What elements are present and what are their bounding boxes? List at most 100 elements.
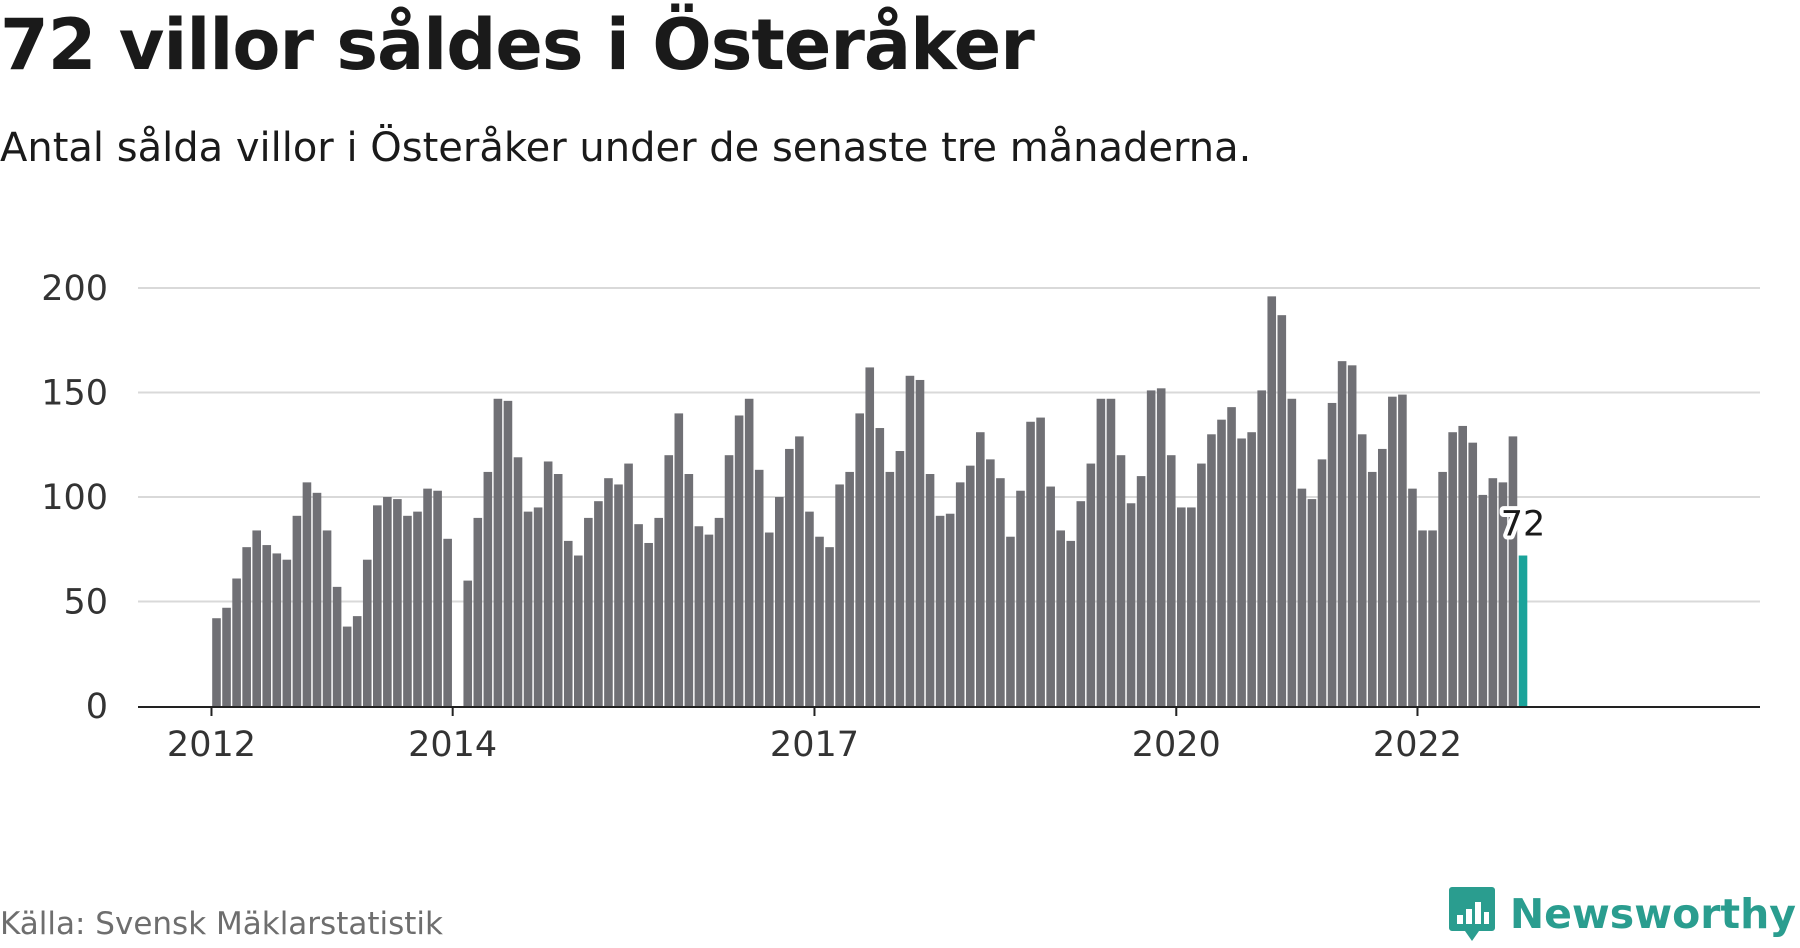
- bar: [563, 540, 573, 706]
- bar: [584, 517, 593, 706]
- bar: [1347, 365, 1357, 706]
- bar: [644, 542, 653, 706]
- bar: [1428, 530, 1437, 706]
- bar: [1448, 432, 1457, 706]
- bar: [775, 497, 784, 706]
- bar: [242, 547, 251, 706]
- brand-name: Newsworthy: [1509, 890, 1796, 938]
- bar: [996, 478, 1005, 706]
- bar: [1096, 398, 1106, 706]
- bar: [714, 517, 724, 706]
- bar: [1207, 434, 1216, 706]
- bar: [976, 432, 985, 706]
- bar: [232, 578, 241, 706]
- axes: [138, 706, 1760, 716]
- bar: [1478, 494, 1488, 706]
- bar: [222, 607, 231, 706]
- y-tick-label: 150: [41, 374, 108, 414]
- bar: [1337, 361, 1347, 706]
- bar: [302, 482, 312, 706]
- bar: [694, 526, 704, 706]
- bar: [1438, 471, 1447, 706]
- bar: [403, 515, 412, 706]
- bar: [1398, 394, 1407, 706]
- x-tick-label: 2022: [1373, 725, 1462, 765]
- bar: [1046, 486, 1055, 706]
- bar: [885, 471, 895, 706]
- x-tick-label: 2017: [770, 725, 859, 765]
- bar: [664, 455, 674, 706]
- bar: [252, 530, 261, 706]
- bar: [393, 499, 402, 706]
- bar: [1126, 503, 1136, 706]
- chart-title: 72 villor såldes i Österåker: [0, 4, 1035, 86]
- bar: [362, 559, 372, 706]
- bar: [553, 474, 563, 706]
- bar: [423, 488, 432, 706]
- bar: [1508, 436, 1518, 706]
- bar: [1006, 536, 1015, 706]
- bar: [212, 618, 221, 706]
- bar: [1227, 407, 1236, 706]
- x-tick-label: 2012: [167, 725, 256, 765]
- bar: [895, 451, 905, 706]
- bar: [594, 501, 603, 706]
- bar: [473, 517, 483, 706]
- newsworthy-logo: Newsworthy: [1448, 884, 1796, 944]
- bar: [282, 559, 292, 706]
- bar: [754, 469, 764, 706]
- bar: [1378, 448, 1387, 706]
- highlight-value-label: 72: [1501, 505, 1546, 545]
- bar: [1156, 388, 1166, 706]
- bar: [1076, 501, 1086, 706]
- bar: [935, 515, 945, 706]
- bar: [1357, 434, 1367, 706]
- bar: [1197, 463, 1206, 706]
- bar: [795, 436, 804, 706]
- bar: [915, 379, 925, 706]
- bar: [724, 455, 734, 706]
- bar: [955, 482, 965, 706]
- bar: [383, 497, 392, 706]
- bar: [704, 534, 714, 706]
- bar: [845, 471, 854, 706]
- bar: [1016, 490, 1025, 706]
- bars: [212, 296, 1528, 706]
- bar: [634, 524, 643, 706]
- bar: [965, 465, 975, 706]
- y-tick-label: 100: [41, 478, 108, 518]
- bar: [1327, 402, 1337, 706]
- bar: [292, 515, 302, 706]
- bar: [1388, 396, 1397, 706]
- bar: [1116, 455, 1126, 706]
- bar: [624, 463, 633, 706]
- bar: [503, 400, 513, 706]
- bar: [1458, 425, 1467, 706]
- bar: [764, 532, 774, 706]
- bar: [1146, 390, 1156, 706]
- bar: [1277, 315, 1287, 706]
- bar: [654, 517, 663, 706]
- bar: [1036, 417, 1045, 706]
- bar: [262, 545, 272, 706]
- bar: [986, 459, 995, 706]
- bar: [604, 478, 613, 706]
- y-tick-label: 50: [63, 583, 108, 623]
- bar: [352, 616, 362, 706]
- bar: [1468, 442, 1478, 706]
- bar: [684, 474, 694, 706]
- bar: [1267, 296, 1277, 706]
- bar: [734, 415, 744, 706]
- bar: [272, 553, 282, 706]
- bar: [332, 586, 342, 706]
- bar: [1307, 499, 1317, 706]
- x-tick-label: 2014: [408, 725, 497, 765]
- bar: [1136, 476, 1146, 706]
- source-note: Källa: Svensk Mäklarstatistik: [0, 906, 443, 942]
- bar: [744, 398, 754, 706]
- bar: [835, 484, 844, 706]
- bar: [413, 511, 422, 706]
- bar: [1026, 421, 1035, 706]
- bar: [1166, 455, 1176, 706]
